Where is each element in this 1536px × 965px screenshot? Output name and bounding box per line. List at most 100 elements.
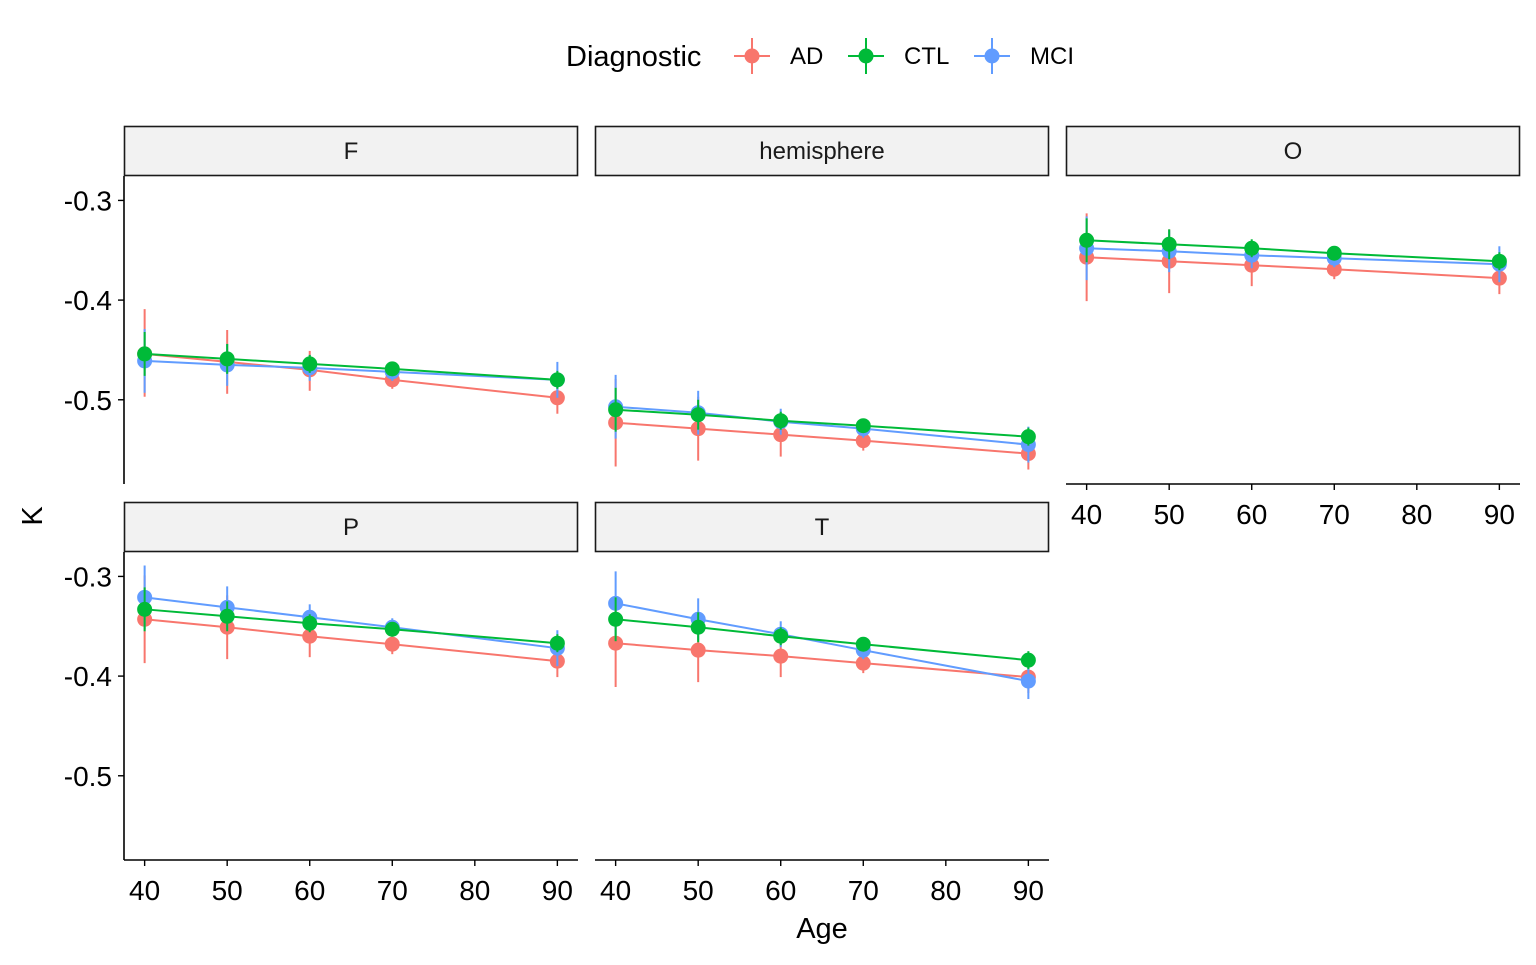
series-line [615, 618, 1029, 662]
facet-panel-f: F -0.3 -0.4 -0.5 [64, 125, 579, 484]
series-line [615, 602, 1029, 683]
y-tick-label: -0.5 [64, 385, 112, 416]
x-tick-label: 50 [212, 875, 243, 906]
strip-label: T [815, 514, 830, 541]
data-point [549, 635, 565, 651]
legend-key-point [984, 48, 1000, 64]
data-point [855, 433, 871, 449]
legend-entry-ctl: CTL [848, 38, 949, 74]
data-point [137, 601, 153, 617]
data-point [1020, 429, 1036, 445]
y-tick-label: -0.3 [64, 561, 112, 592]
data-point [1020, 673, 1036, 689]
data-point [773, 628, 789, 644]
y-tick-label: -0.4 [64, 285, 112, 316]
data-point [137, 346, 153, 362]
data-point [1491, 253, 1507, 269]
data-point [219, 608, 235, 624]
x-tick-label: 50 [683, 875, 714, 906]
facet-panel-t: T 40 50 60 70 80 90 [594, 501, 1050, 906]
legend-key-point [744, 48, 760, 64]
legend-title: Diagnostic [566, 41, 701, 73]
legend-label: CTL [904, 43, 949, 70]
data-point [855, 655, 871, 671]
series-mci [137, 565, 565, 667]
data-point [690, 407, 706, 423]
series-line [1086, 256, 1500, 280]
data-point [1244, 240, 1260, 256]
data-point [608, 611, 624, 627]
strip-label: F [344, 138, 359, 165]
data-point [773, 413, 789, 429]
x-tick-label: 40 [129, 875, 160, 906]
y-tick-label: -0.3 [64, 185, 112, 216]
data-point [302, 615, 318, 631]
legend: Diagnostic AD CTL MCI [566, 38, 1074, 74]
series-ctl [1079, 218, 1507, 271]
data-point [384, 361, 400, 377]
x-tick-label: 60 [294, 875, 325, 906]
series-mci [1079, 216, 1507, 283]
x-tick-label: 90 [1013, 875, 1044, 906]
data-point [549, 372, 565, 388]
series-ctl [137, 331, 565, 389]
x-axis-title: Age [796, 913, 848, 945]
legend-label: AD [790, 43, 823, 70]
x-tick-label: 50 [1154, 499, 1185, 530]
strip-background [123, 125, 579, 177]
legend-key-point [858, 48, 874, 64]
series-line [615, 408, 1029, 438]
data-point [855, 418, 871, 434]
x-tick-label: 90 [1484, 499, 1515, 530]
data-point [608, 402, 624, 418]
x-tick-label: 70 [1319, 499, 1350, 530]
x-tick-label: 80 [459, 875, 490, 906]
series-ctl [608, 597, 1036, 670]
x-tick-label: 70 [848, 875, 879, 906]
y-tick-label: -0.5 [64, 761, 112, 792]
legend-entry-ad: AD [734, 38, 823, 74]
x-tick-label: 40 [1071, 499, 1102, 530]
data-point [690, 619, 706, 635]
series-line [615, 642, 1029, 679]
x-tick-label: 60 [1236, 499, 1267, 530]
data-point [855, 636, 871, 652]
strip-label: O [1284, 138, 1303, 165]
strip-label: hemisphere [759, 138, 884, 165]
data-point [1161, 236, 1177, 252]
strip-background [1065, 125, 1521, 177]
data-point [1326, 261, 1342, 277]
data-point [690, 642, 706, 658]
strip-label: P [343, 514, 359, 541]
x-tick-label: 60 [765, 875, 796, 906]
series-ctl [608, 387, 1036, 446]
data-point [384, 636, 400, 652]
series-ad [137, 309, 565, 414]
data-point [219, 351, 235, 367]
x-tick-label: 80 [930, 875, 961, 906]
x-tick-label: 70 [377, 875, 408, 906]
data-point [1326, 245, 1342, 261]
strip-background [594, 125, 1050, 177]
data-point [608, 635, 624, 651]
series-mci [608, 571, 1036, 700]
data-point [1020, 652, 1036, 668]
strip-background [123, 501, 579, 553]
data-point [302, 356, 318, 372]
legend-label: MCI [1030, 43, 1074, 70]
y-tick-label: -0.4 [64, 661, 112, 692]
strip-background [594, 501, 1050, 553]
series-mci [137, 329, 565, 398]
x-tick-label: 80 [1401, 499, 1432, 530]
data-point [773, 648, 789, 664]
data-point [1079, 232, 1095, 248]
series-line [144, 359, 558, 381]
data-point [302, 628, 318, 644]
series-line [615, 405, 1029, 446]
legend-entry-mci: MCI [974, 38, 1074, 74]
facet-panels: F -0.3 -0.4 -0.5 hemisphere O 40 50 60 70 80 90 P -0.… [64, 125, 1521, 906]
y-axis-title: K [17, 506, 49, 526]
series-line [144, 352, 558, 381]
